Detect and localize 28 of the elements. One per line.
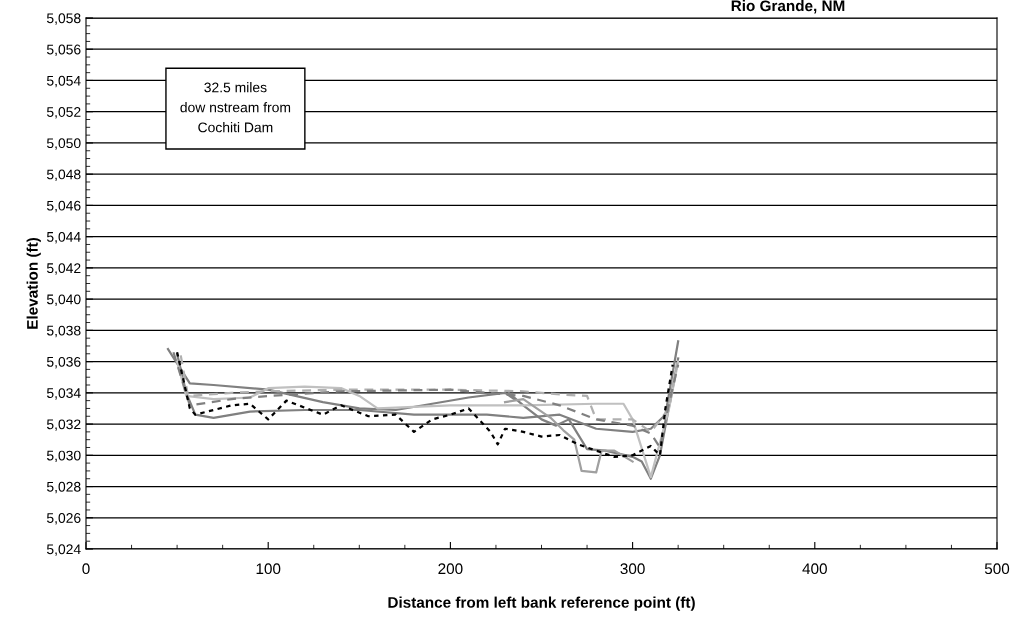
- y-tick-label: 5,026: [46, 513, 81, 525]
- y-tick-label: 5,028: [46, 481, 81, 494]
- y-tick-label: 5,048: [46, 169, 81, 181]
- y-tick-label: 5,024: [46, 544, 81, 556]
- annotation: 32.5 miles dow nstream from Cochiti Dam: [180, 82, 291, 133]
- y-tick-label: 5,056: [46, 44, 81, 57]
- y-tick-label: 5,038: [46, 325, 81, 338]
- y-tick-label: 5,046: [46, 200, 81, 213]
- y-tick-label: 5,044: [46, 231, 81, 244]
- y-tick-label: 5,042: [46, 263, 81, 275]
- y-tick-label: 5,058: [46, 13, 81, 25]
- y-axis-title: Elevation (ft): [26, 238, 41, 329]
- x-tick-label: 300: [620, 563, 645, 575]
- y-tick-label: 5,036: [46, 356, 81, 369]
- x-tick-label: 500: [984, 563, 1010, 575]
- y-tick-label: 5,030: [46, 450, 81, 463]
- x-tick-label: 400: [802, 563, 827, 575]
- y-tick-label: 5,054: [46, 75, 81, 88]
- x-tick-label: 200: [438, 563, 463, 575]
- y-tick-label: 5,052: [46, 107, 81, 119]
- x-tick-label: 100: [256, 563, 281, 575]
- y-tick-label: 5,032: [46, 419, 81, 431]
- y-tick-label: 5,034: [46, 388, 81, 400]
- x-axis-title: Distance from left bank reference point (ft): [388, 596, 695, 611]
- y-tick-label: 5,040: [46, 294, 81, 306]
- x-tick-label: 0: [82, 563, 90, 575]
- y-tick-label: 5,050: [46, 138, 81, 150]
- chart-title: Rio Grande, NM: [731, 0, 845, 14]
